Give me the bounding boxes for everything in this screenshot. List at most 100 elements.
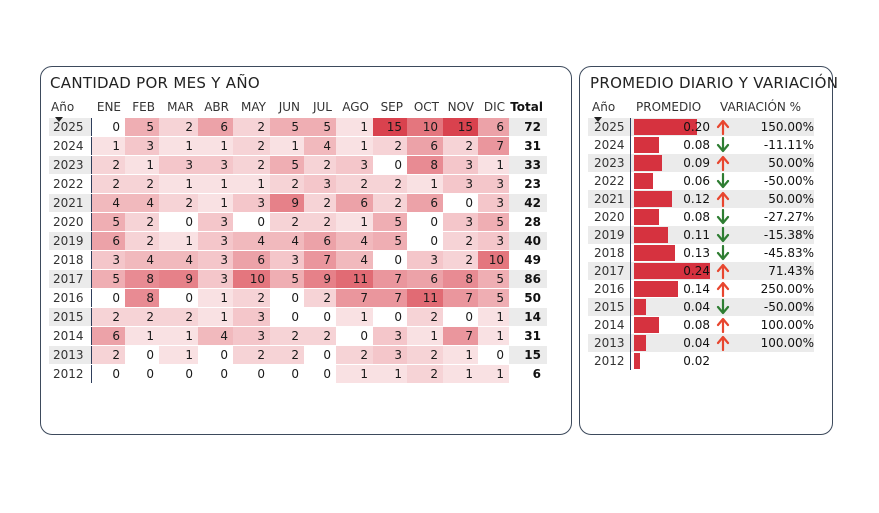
- avg-bar-cell[interactable]: 0.14: [630, 280, 712, 298]
- heatmap-cell[interactable]: 3: [478, 174, 509, 194]
- heatmap-cell[interactable]: 3: [198, 212, 233, 232]
- heatmap-cell[interactable]: 2: [443, 250, 478, 270]
- heatmap-cell[interactable]: 7: [373, 269, 407, 289]
- heatmap-cell[interactable]: 3: [233, 326, 270, 346]
- heatmap-cell[interactable]: 1: [198, 136, 233, 156]
- heatmap-cell[interactable]: 3: [478, 193, 509, 213]
- heatmap-cell[interactable]: 2: [233, 288, 270, 308]
- heatmap-cell[interactable]: 3: [233, 193, 270, 213]
- table-row[interactable]: 2012 0.02: [588, 352, 814, 370]
- table-row[interactable]: 2013 0.04 100.00%: [588, 334, 814, 352]
- heatmap-cell[interactable]: 1: [443, 364, 478, 384]
- heatmap-cell[interactable]: 10: [233, 269, 270, 289]
- heatmap-cell[interactable]: 0: [373, 250, 407, 270]
- heatmap-cell[interactable]: 4: [304, 136, 336, 156]
- heatmap-cell[interactable]: 7: [304, 250, 336, 270]
- avg-bar-cell[interactable]: 0.06: [630, 172, 712, 190]
- heatmap-cell[interactable]: 5: [478, 269, 509, 289]
- heatmap-cell[interactable]: 4: [233, 231, 270, 251]
- table-row[interactable]: 2019 6 2 1 3 4 4 6 4 5 0 2 3 40: [49, 231, 547, 251]
- heatmap-cell[interactable]: 0: [91, 364, 125, 384]
- heatmap-cell[interactable]: 0: [304, 307, 336, 327]
- heatmap-cell[interactable]: 2: [159, 193, 198, 213]
- avg-bar-cell[interactable]: 0.04: [630, 334, 712, 352]
- year-column-header[interactable]: Año: [49, 96, 91, 122]
- heatmap-cell[interactable]: 2: [125, 307, 159, 327]
- month-header-jun[interactable]: JUN: [278, 100, 300, 114]
- heatmap-cell[interactable]: 7: [336, 288, 373, 308]
- heatmap-cell[interactable]: 0: [159, 288, 198, 308]
- avg-bar-cell[interactable]: 0.09: [630, 154, 712, 172]
- heatmap-cell[interactable]: 5: [478, 288, 509, 308]
- heatmap-cell[interactable]: 0: [125, 364, 159, 384]
- heatmap-cell[interactable]: 8: [125, 288, 159, 308]
- heatmap-cell[interactable]: 2: [125, 231, 159, 251]
- heatmap-cell[interactable]: 4: [125, 193, 159, 213]
- month-header-jul[interactable]: JUL: [312, 100, 332, 114]
- month-header-nov[interactable]: NOV: [447, 100, 474, 114]
- heatmap-cell[interactable]: 4: [125, 250, 159, 270]
- heatmap-cell[interactable]: 2: [304, 193, 336, 213]
- heatmap-cell[interactable]: 5: [270, 269, 304, 289]
- heatmap-cell[interactable]: 3: [198, 269, 233, 289]
- heatmap-cell[interactable]: 3: [198, 155, 233, 175]
- heatmap-cell[interactable]: 4: [336, 231, 373, 251]
- table-row[interactable]: 2018 0.13 -45.83%: [588, 244, 814, 262]
- heatmap-cell[interactable]: 0: [91, 118, 125, 137]
- heatmap-cell[interactable]: 7: [443, 326, 478, 346]
- heatmap-cell[interactable]: 0: [304, 345, 336, 365]
- heatmap-cell[interactable]: 5: [125, 118, 159, 137]
- table-row[interactable]: 2013 2 0 1 0 2 2 0 2 3 2 1 0 15: [49, 345, 547, 365]
- heatmap-cell[interactable]: 5: [91, 269, 125, 289]
- heatmap-cell[interactable]: 1: [159, 345, 198, 365]
- heatmap-cell[interactable]: 2: [443, 231, 478, 251]
- heatmap-cell[interactable]: 3: [304, 174, 336, 194]
- heatmap-cell[interactable]: 0: [198, 364, 233, 384]
- heatmap-cell[interactable]: 7: [478, 136, 509, 156]
- heatmap-cell[interactable]: 15: [373, 118, 407, 137]
- heatmap-cell[interactable]: 2: [304, 155, 336, 175]
- heatmap-cell[interactable]: 1: [478, 326, 509, 346]
- heatmap-cell[interactable]: 0: [159, 212, 198, 232]
- heatmap-cell[interactable]: 1: [373, 364, 407, 384]
- avg-column-header[interactable]: PROMEDIO: [636, 100, 702, 114]
- heatmap-cell[interactable]: 0: [233, 212, 270, 232]
- year-column-header[interactable]: Año: [588, 96, 630, 122]
- heatmap-cell[interactable]: 6: [407, 193, 443, 213]
- heatmap-cell[interactable]: 1: [159, 174, 198, 194]
- heatmap-cell[interactable]: 3: [125, 136, 159, 156]
- heatmap-cell[interactable]: 3: [373, 345, 407, 365]
- month-header-feb[interactable]: FEB: [132, 100, 155, 114]
- heatmap-cell[interactable]: 3: [270, 250, 304, 270]
- variation-column-header[interactable]: VARIACIÓN %: [720, 100, 802, 114]
- heatmap-cell[interactable]: 0: [373, 307, 407, 327]
- heatmap-cell[interactable]: 4: [270, 231, 304, 251]
- avg-bar-cell[interactable]: 0.20: [630, 118, 712, 136]
- heatmap-cell[interactable]: 8: [407, 155, 443, 175]
- total-column-header[interactable]: Total: [510, 100, 543, 114]
- heatmap-cell[interactable]: 11: [336, 269, 373, 289]
- table-row[interactable]: 2015 0.04 -50.00%: [588, 298, 814, 316]
- table-row[interactable]: 2024 1 3 1 1 2 1 4 1 2 6 2 7 31: [49, 136, 547, 156]
- heatmap-cell[interactable]: 6: [233, 250, 270, 270]
- avg-bar-cell[interactable]: 0.02: [630, 352, 712, 370]
- heatmap-cell[interactable]: 2: [373, 136, 407, 156]
- heatmap-cell[interactable]: 11: [407, 288, 443, 308]
- heatmap-cell[interactable]: 2: [270, 345, 304, 365]
- heatmap-cell[interactable]: 5: [373, 212, 407, 232]
- month-header-ago[interactable]: AGO: [342, 100, 369, 114]
- heatmap-cell[interactable]: 2: [407, 345, 443, 365]
- avg-bar-cell[interactable]: 0.11: [630, 226, 712, 244]
- heatmap-cell[interactable]: 2: [270, 326, 304, 346]
- heatmap-cell[interactable]: 0: [373, 155, 407, 175]
- heatmap-cell[interactable]: 0: [233, 364, 270, 384]
- heatmap-cell[interactable]: 2: [270, 174, 304, 194]
- heatmap-cell[interactable]: 5: [304, 118, 336, 137]
- heatmap-cell[interactable]: 3: [443, 212, 478, 232]
- heatmap-cell[interactable]: 6: [304, 231, 336, 251]
- table-row[interactable]: 2016 0.14 250.00%: [588, 280, 814, 298]
- heatmap-cell[interactable]: 2: [91, 155, 125, 175]
- heatmap-cell[interactable]: 3: [91, 250, 125, 270]
- avg-bar-cell[interactable]: 0.12: [630, 190, 712, 208]
- heatmap-cell[interactable]: 10: [478, 250, 509, 270]
